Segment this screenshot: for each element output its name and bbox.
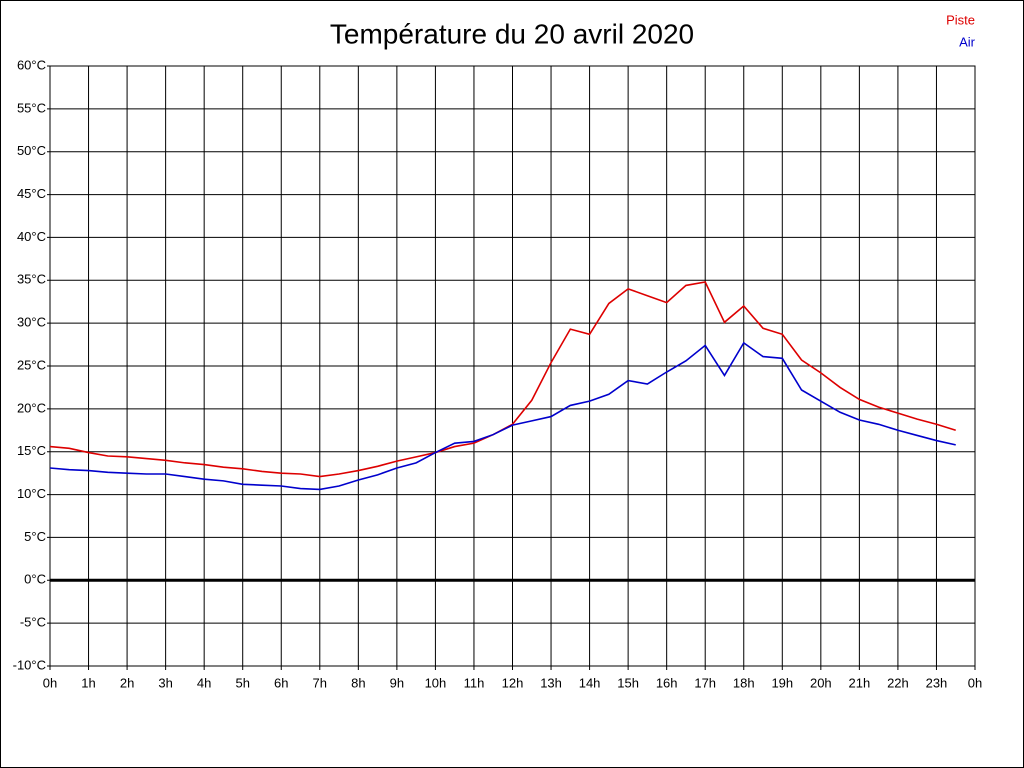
y-tick-label: 40°C [17,229,46,244]
y-tick-label: 35°C [17,272,46,287]
x-tick-label: 1h [81,675,95,690]
x-tick-label: 23h [926,675,948,690]
x-tick-label: 11h [464,675,485,690]
x-tick-label: 8h [351,675,365,690]
y-tick-label: -5°C [20,615,46,630]
y-tick-label: 10°C [17,486,46,501]
x-tick-label: 10h [425,675,447,690]
y-tick-label: 45°C [17,186,46,201]
x-tick-label: 19h [771,675,793,690]
x-tick-label: 0h [968,675,982,690]
x-tick-label: 6h [274,675,288,690]
series-line [49,341,956,491]
x-tick-label: 14h [579,675,601,690]
y-tick-label: 50°C [17,143,46,158]
plot-border [49,65,976,667]
x-tick-label: 7h [313,675,327,690]
legend-label: Air [959,34,976,49]
y-tick-label: 60°C [17,57,46,72]
y-tick-label: 25°C [17,357,46,372]
x-tick-label: 17h [694,675,716,690]
x-tick-label: 3h [158,675,172,690]
x-tick-label: 16h [656,675,678,690]
x-tick-label: 21h [849,675,871,690]
x-tick-label: 2h [120,675,134,690]
y-tick-label: 5°C [24,529,46,544]
y-tick-label: 0°C [24,572,46,587]
x-tick-label: 9h [390,675,404,690]
legend-label: Piste [946,12,975,27]
x-tick-label: 18h [733,675,755,690]
x-tick-label: 20h [810,675,832,690]
y-tick-label: 20°C [17,400,46,415]
x-tick-label: 13h [540,675,562,690]
x-tick-label: 0h [43,675,57,690]
y-tick-label: 55°C [17,100,46,115]
y-tick-label: 30°C [17,315,46,330]
x-tick-label: 4h [197,675,211,690]
x-tick-label: 15h [617,675,639,690]
x-tick-label: 12h [502,675,524,690]
x-tick-label: 22h [887,675,909,690]
y-tick-label: -10°C [13,657,46,672]
y-tick-label: 15°C [17,443,46,458]
x-tick-label: 5h [235,675,249,690]
chart-title: Température du 20 avril 2020 [330,18,694,49]
